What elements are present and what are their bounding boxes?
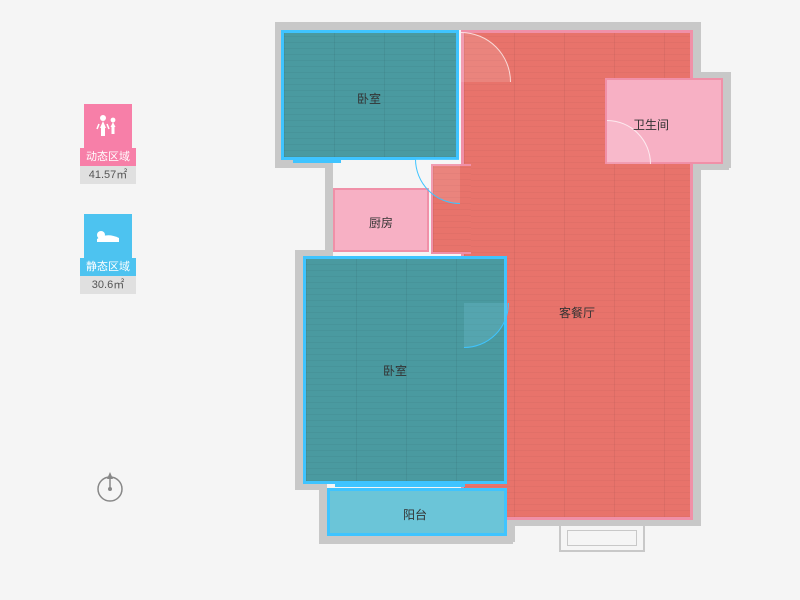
legend-dynamic-label: 动态区域 — [80, 148, 136, 166]
legend-static-value: 30.6㎡ — [80, 276, 136, 294]
window-mark — [293, 158, 341, 163]
people-icon — [84, 104, 132, 148]
wall — [319, 482, 327, 542]
label-bedroom-2: 卧室 — [383, 362, 407, 379]
compass-icon — [95, 468, 125, 498]
legend-dynamic: 动态区域 41.57㎡ — [80, 104, 136, 184]
sleep-icon — [84, 214, 132, 258]
wall — [295, 250, 303, 490]
label-bedroom-1: 卧室 — [357, 90, 381, 107]
label-kitchen: 厨房 — [369, 214, 393, 231]
wall — [693, 22, 701, 76]
wall — [325, 160, 333, 258]
legend-static-label: 静态区域 — [80, 258, 136, 276]
exterior-step — [559, 524, 645, 552]
wall — [275, 22, 699, 30]
label-living: 客餐厅 — [559, 304, 595, 321]
legend-static: 静态区域 30.6㎡ — [80, 214, 136, 294]
label-bathroom: 卫生间 — [633, 116, 669, 133]
window-mark — [335, 482, 465, 487]
wall — [723, 72, 731, 168]
wall — [693, 162, 701, 526]
legend-dynamic-value: 41.57㎡ — [80, 166, 136, 184]
floor-plan: 卧室 卫生间 厨房 客餐厅 卧室 阳台 — [275, 22, 730, 582]
legend-panel: 动态区域 41.57㎡ 静态区域 30.6㎡ — [80, 104, 136, 324]
label-balcony: 阳台 — [403, 506, 427, 523]
wall — [319, 536, 513, 544]
